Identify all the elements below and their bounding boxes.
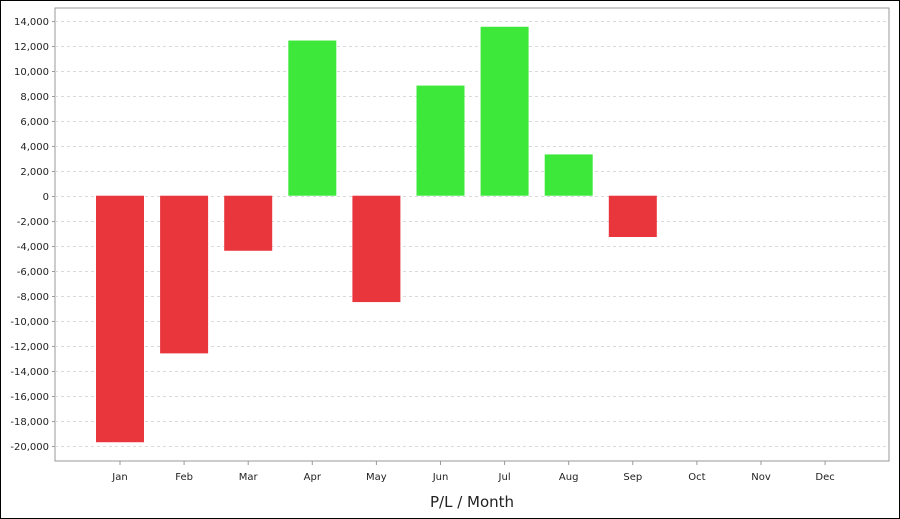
x-tick-label: Mar [239, 472, 259, 483]
y-tick-label: -16,000 [10, 392, 49, 403]
bar-jan [96, 195, 144, 443]
y-tick-label: 12,000 [14, 42, 49, 53]
y-tick-label: -8,000 [17, 292, 49, 303]
x-tick-label: Jun [432, 472, 449, 483]
bar-jul [480, 26, 529, 196]
bar-aug [544, 154, 593, 196]
x-tick-label: Jan [111, 472, 127, 483]
bars [96, 26, 657, 443]
y-tick-label: 6,000 [20, 117, 49, 128]
y-tick-label: 14,000 [14, 17, 49, 28]
y-tick-label: -14,000 [10, 367, 49, 378]
x-tick-label: May [366, 472, 387, 483]
y-tick-label: 0 [43, 192, 49, 203]
bar-apr [288, 40, 337, 196]
y-tick-label: -10,000 [10, 317, 49, 328]
x-tick-label: Aug [559, 472, 579, 483]
y-tick-label: -20,000 [10, 442, 49, 453]
y-tick-label: -18,000 [10, 417, 49, 428]
x-tick-label: Apr [304, 472, 322, 483]
x-tick-label: Feb [175, 472, 193, 483]
y-tick-label: 4,000 [20, 142, 49, 153]
y-tick-label: -12,000 [10, 342, 49, 353]
x-tick-label: Oct [688, 472, 705, 483]
bar-sep [608, 195, 657, 238]
x-axis-ticks: Jan Feb Mar Apr May Jun Jul Aug Sep Oct Nov Dec [111, 461, 835, 483]
x-axis-title: P/L / Month [430, 493, 514, 511]
bar-feb [160, 195, 209, 354]
x-tick-label: Dec [815, 472, 834, 483]
x-tick-label: Jul [498, 472, 511, 483]
x-tick-label: Nov [751, 472, 771, 483]
y-tick-label: -2,000 [17, 217, 49, 228]
plot-border [54, 7, 890, 462]
bar-may [352, 195, 401, 303]
x-tick-label: Sep [623, 472, 642, 483]
y-tick-label: 8,000 [20, 92, 49, 103]
bar-mar [224, 195, 273, 251]
y-axis-ticks: 14,000 12,000 10,000 8,000 6,000 4,000 2,000 0 -… [10, 17, 55, 453]
y-tick-label: -6,000 [17, 267, 49, 278]
y-tick-label: -4,000 [17, 242, 49, 253]
y-tick-label: 10,000 [14, 67, 49, 78]
bar-jun [416, 85, 465, 196]
y-tick-label: 2,000 [20, 167, 49, 178]
